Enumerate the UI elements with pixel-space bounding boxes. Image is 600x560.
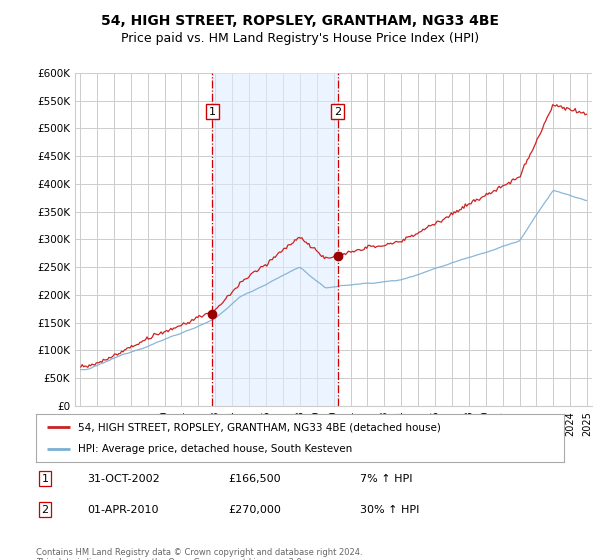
Bar (212, 73, 338, 406)
Text: Price paid vs. HM Land Registry's House Price Index (HPI): Price paid vs. HM Land Registry's House … (121, 32, 479, 45)
Text: £270,000: £270,000 (228, 505, 281, 515)
Text: 2: 2 (41, 505, 49, 515)
Text: 01-APR-2010: 01-APR-2010 (87, 505, 158, 515)
Text: 1: 1 (209, 106, 216, 116)
Text: 7% ↑ HPI: 7% ↑ HPI (360, 474, 413, 484)
Text: 2: 2 (334, 106, 341, 116)
Text: HPI: Average price, detached house, South Kesteven: HPI: Average price, detached house, Sout… (78, 444, 352, 454)
Text: Contains HM Land Registry data © Crown copyright and database right 2024.
This d: Contains HM Land Registry data © Crown c… (36, 548, 362, 560)
Text: 54, HIGH STREET, ROPSLEY, GRANTHAM, NG33 4BE (detached house): 54, HIGH STREET, ROPSLEY, GRANTHAM, NG33… (78, 422, 441, 432)
Text: £166,500: £166,500 (228, 474, 281, 484)
Text: 1: 1 (41, 474, 49, 484)
Text: 31-OCT-2002: 31-OCT-2002 (87, 474, 160, 484)
Text: 30% ↑ HPI: 30% ↑ HPI (360, 505, 419, 515)
Text: 54, HIGH STREET, ROPSLEY, GRANTHAM, NG33 4BE: 54, HIGH STREET, ROPSLEY, GRANTHAM, NG33… (101, 14, 499, 28)
